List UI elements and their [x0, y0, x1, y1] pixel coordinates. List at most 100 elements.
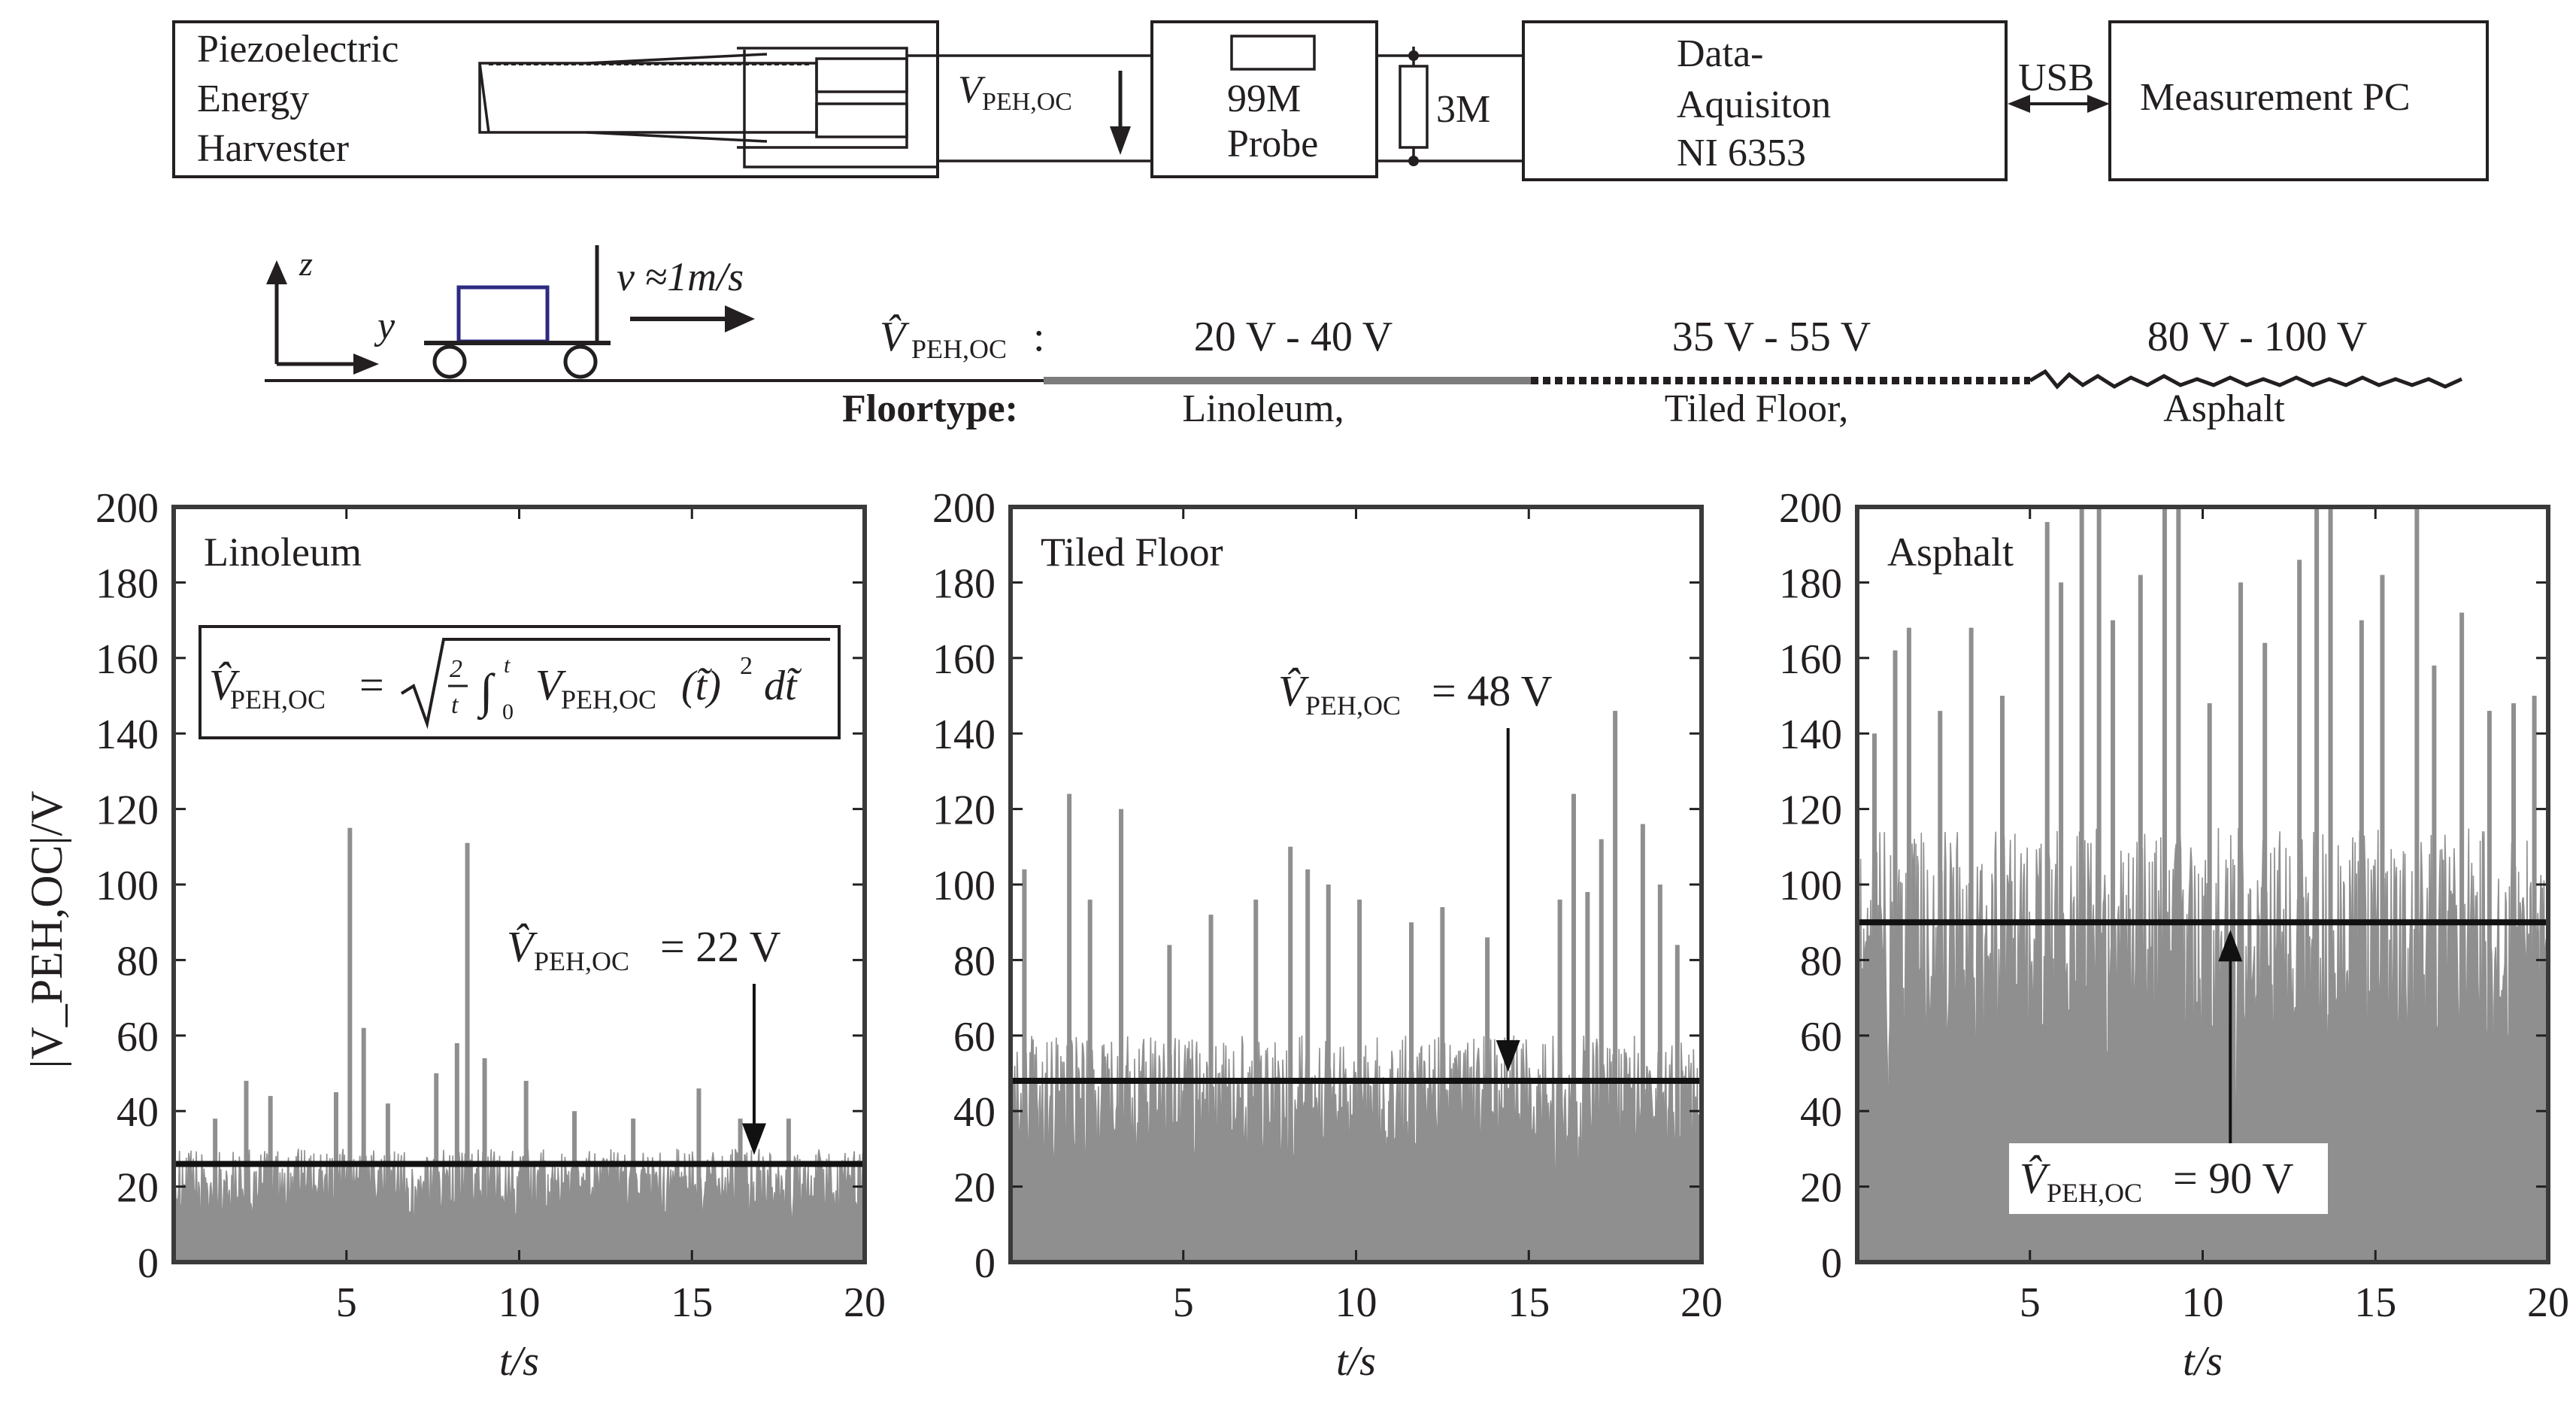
y-tick-label: 0	[974, 1240, 996, 1287]
formula-frac-num: 2	[450, 655, 462, 683]
y-tick-label: 120	[95, 787, 159, 834]
formula-integrand-arg: (t̃)	[681, 663, 721, 709]
svg-text:PEH,OC: PEH,OC	[982, 88, 1072, 116]
x-tick-label: 20	[2527, 1279, 2569, 1326]
coordinate-axes: z y	[266, 244, 395, 375]
x-tick-label: 10	[2182, 1279, 2224, 1326]
y-tick-label: 80	[953, 938, 996, 985]
daq-label-line2: Aquisiton	[1677, 83, 1831, 126]
y-tick-label: 60	[117, 1014, 159, 1061]
svg-text:V: V	[958, 68, 986, 111]
floortype-label: Floortype:	[842, 387, 1018, 430]
floor-asphalt	[2029, 369, 2463, 390]
harvester-label-line2: Energy	[197, 77, 309, 120]
y-tick-label: 180	[1779, 560, 1842, 607]
svg-text:USB: USB	[2018, 56, 2094, 99]
formula-equals: =	[359, 660, 384, 709]
formula-integrand-sub: PEH,OC	[561, 684, 656, 715]
linoleum-floor-label: Linoleum,	[1182, 387, 1344, 430]
annotation-arrow-head	[741, 1123, 766, 1155]
svg-text:PEH,OC: PEH,OC	[911, 334, 1007, 364]
y-tick-label: 100	[95, 863, 159, 909]
y-tick-label: 200	[95, 485, 159, 532]
x-tick-label: 15	[671, 1279, 713, 1326]
open-circuit-voltage-label: V PEH,OC	[958, 68, 1131, 155]
formula-differential: dt̃	[764, 663, 802, 709]
harvester-label-line1: Piezoelectric	[197, 28, 399, 71]
annotation-symbol: V̂	[2020, 1154, 2051, 1203]
y-tick-label: 160	[95, 636, 159, 683]
cantilever-sketch	[478, 47, 938, 168]
tiled-range: 35 V - 55 V	[1672, 314, 1871, 360]
x-tick-label: 10	[1335, 1279, 1377, 1326]
x-tick-label: 5	[1173, 1279, 1194, 1326]
svg-text:v ≈1m/s: v ≈1m/s	[617, 254, 744, 299]
probe-label-line1: 99M	[1227, 77, 1301, 120]
x-axis-label: t/s	[2183, 1338, 2223, 1385]
rms-annotation: V̂ PEH,OC = 48 V	[1278, 666, 1553, 1073]
vhat-legend-label: V̂ PEH,OC :	[880, 314, 1045, 364]
chart-panel-tiled-floor: 0 20 40 60 80 100 120 140 160 180 200 5 10 15 20 Tiled …	[932, 485, 1723, 1385]
velocity-indicator: v ≈1m/s	[617, 254, 755, 332]
annotation-value: = 90 V	[2173, 1154, 2294, 1203]
y-tick-label: 180	[932, 560, 996, 607]
formula-integrand: V	[535, 660, 567, 709]
y-tick-label: 40	[953, 1089, 996, 1136]
plot-area	[174, 507, 865, 1262]
formula-lhs: V̂	[209, 660, 241, 709]
shunt-resistor: 3M	[1399, 50, 1490, 166]
usb-link: USB	[2008, 56, 2110, 113]
y-tick-label: 0	[1821, 1240, 1842, 1287]
measurement-schematic: Piezoelectric Energy Harvester V PEH,OC …	[172, 20, 2489, 181]
pc-label: Measurement PC	[2140, 76, 2411, 119]
asphalt-floor-label: Asphalt	[2163, 387, 2285, 430]
probe-label-line2: Probe	[1227, 123, 1318, 165]
y-tick-label: 140	[1779, 712, 1842, 758]
pc-box	[2108, 20, 2489, 181]
y-tick-label: 40	[117, 1089, 159, 1136]
svg-text::: :	[1033, 314, 1045, 360]
y-tick-label: 140	[95, 712, 159, 758]
harvester-label-line3: Harvester	[197, 127, 349, 170]
tiled-floor-label: Tiled Floor,	[1665, 387, 1849, 430]
annotation-arrow-head	[2218, 930, 2243, 962]
x-tick-label: 20	[1680, 1279, 1723, 1326]
formula-box: V̂ PEH,OC = 2 t ∫ t 0 V PEH,OC (t̃) 2 dt…	[199, 625, 841, 739]
x-tick-label: 20	[844, 1279, 886, 1326]
y-tick-label: 20	[117, 1165, 159, 1212]
rms-annotation: V̂ PEH,OC = 90 V	[2009, 930, 2328, 1214]
chart-panel-asphalt: 0 20 40 60 80 100 120 140 160 180 200 5 10 15 20 Asphal…	[1779, 485, 2569, 1385]
y-tick-label: 180	[95, 560, 159, 607]
annotation-symbol: V̂	[507, 922, 538, 971]
daq-box	[1522, 20, 2008, 181]
svg-text:V̂: V̂	[880, 314, 910, 360]
y-tick-label: 140	[932, 712, 996, 758]
linoleum-range: 20 V - 40 V	[1194, 314, 1393, 360]
harvester-box	[172, 20, 939, 178]
y-tick-label: 40	[1800, 1089, 1842, 1136]
floor-overview: z y v ≈1m/s V̂ PEH,OC : Floortype:	[265, 244, 2463, 430]
svg-text:|V_PEH,OC|/V: |V_PEH,OC|/V	[22, 791, 71, 1068]
y-tick-label: 60	[1800, 1014, 1842, 1061]
annotation-value: = 22 V	[660, 922, 781, 971]
asphalt-range: 80 V - 100 V	[2147, 314, 2368, 360]
formula-integral: ∫	[477, 664, 496, 721]
plot-frame	[1855, 505, 2550, 1264]
plot-frame	[1008, 505, 1704, 1264]
annotation-subscript: PEH,OC	[534, 946, 629, 976]
rms-annotation: V̂ PEH,OC = 22 V	[507, 922, 781, 1155]
svg-text:3M: 3M	[1436, 88, 1490, 131]
panel-title: Tiled Floor	[1041, 530, 1223, 575]
annotation-symbol: V̂	[1278, 666, 1310, 715]
y-tick-label: 160	[1779, 636, 1842, 683]
annotation-subscript: PEH,OC	[1305, 690, 1401, 721]
y-tick-label: 80	[1800, 938, 1842, 985]
probe-box	[1150, 20, 1378, 178]
formula-int-upper: t	[504, 653, 511, 678]
x-tick-label: 5	[2020, 1279, 2041, 1326]
y-tick-label: 60	[953, 1014, 996, 1061]
y-tick-label: 20	[1800, 1165, 1842, 1212]
wire-top	[907, 47, 1523, 57]
y-tick-label: 100	[1779, 863, 1842, 909]
daq-label-line3: NI 6353	[1677, 132, 1806, 174]
